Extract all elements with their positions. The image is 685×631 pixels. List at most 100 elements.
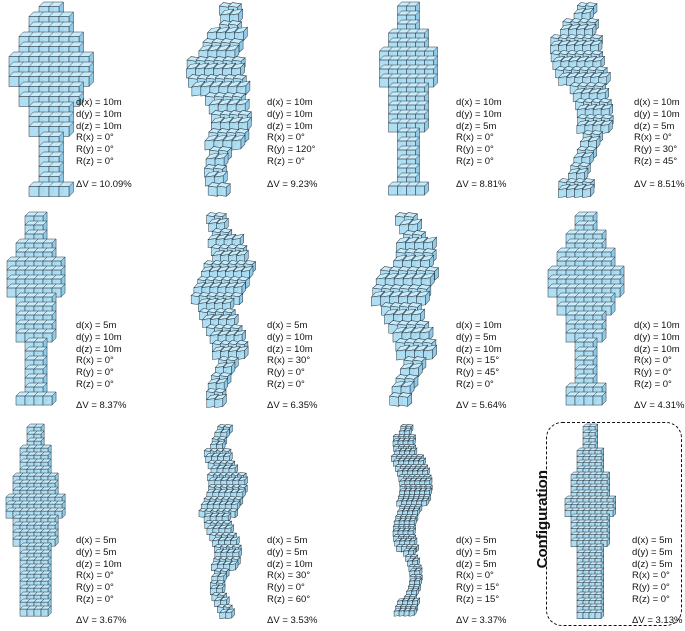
param-dz: d(z) = 10m <box>267 120 313 132</box>
variant-panel-4: d(x) = 10m d(y) = 10m d(z) = 5m R(x) = 0… <box>545 0 685 209</box>
voxel-tower-figure <box>564 423 617 620</box>
volume-delta: ΔV = 10.09% <box>76 179 132 190</box>
voxel-tower-figure <box>198 424 249 619</box>
param-dx: d(x) = 10m <box>634 320 680 331</box>
param-rx: R(x) = 0° <box>456 570 494 582</box>
param-dy: d(y) = 5m <box>632 546 673 558</box>
parameter-list: d(x) = 5m d(y) = 5m d(z) = 5m R(x) = 0° … <box>456 535 499 606</box>
param-ry: R(y) = 45° <box>456 367 500 379</box>
param-ry: R(y) = 0° <box>76 144 114 156</box>
param-rz: R(z) = 15° <box>456 593 500 605</box>
volume-delta: ΔV = 3.13% <box>632 615 683 626</box>
param-dz: d(z) = 10m <box>267 558 313 570</box>
variant-panel-12: d(x) = 5m d(y) = 5m d(z) = 5m R(x) = 0° … <box>555 422 685 631</box>
voxel-tower-figure <box>378 1 439 196</box>
parameter-list: d(x) = 5m d(y) = 5m d(z) = 10m R(x) = 30… <box>267 535 313 606</box>
param-rx: R(x) = 30° <box>267 355 311 367</box>
param-rz: R(z) = 0° <box>634 378 672 390</box>
param-ry: R(y) = 0° <box>76 582 114 594</box>
param-dx: d(x) = 10m <box>456 97 502 108</box>
param-rx: R(x) = 0° <box>456 132 494 144</box>
param-rx: R(x) = 30° <box>267 570 311 582</box>
param-rx: R(x) = 0° <box>267 132 305 144</box>
param-dy: d(y) = 10m <box>267 331 313 343</box>
param-rz: R(z) = 45° <box>634 155 678 167</box>
param-dy: d(y) = 10m <box>76 331 122 343</box>
param-rz: R(z) = 0° <box>267 155 305 167</box>
voxel-tower-figure <box>5 423 66 617</box>
param-dz: d(z) = 5m <box>456 558 497 570</box>
param-ry: R(y) = 30° <box>634 144 678 156</box>
param-dz: d(z) = 10m <box>76 343 122 355</box>
voxel-tower-figure <box>370 212 440 407</box>
variant-panel-6: d(x) = 5m d(y) = 10m d(z) = 10m R(x) = 3… <box>185 210 356 419</box>
variant-panel-3: d(x) = 10m d(y) = 10m d(z) = 5m R(x) = 0… <box>370 0 541 209</box>
parameter-list: d(x) = 10m d(y) = 10m d(z) = 10m R(x) = … <box>267 97 315 168</box>
param-rx: R(x) = 0° <box>634 355 672 367</box>
variant-panel-10: d(x) = 5m d(y) = 5m d(z) = 10m R(x) = 30… <box>185 422 356 631</box>
param-dy: d(y) = 5m <box>456 331 497 343</box>
param-ry: R(y) = 120° <box>267 144 316 156</box>
param-rx: R(x) = 0° <box>76 132 114 144</box>
param-rx: R(x) = 0° <box>632 570 670 582</box>
volume-delta: ΔV = 4.31% <box>634 400 685 411</box>
param-dz: d(z) = 10m <box>76 120 122 132</box>
voxel-tower-figure <box>547 211 625 406</box>
volume-delta: ΔV = 5.64% <box>456 400 507 411</box>
param-dx: d(x) = 5m <box>632 535 673 546</box>
param-rx: R(x) = 0° <box>76 355 114 367</box>
parameter-list: d(x) = 10m d(y) = 10m d(z) = 5m R(x) = 0… <box>634 97 680 168</box>
param-dx: d(x) = 10m <box>76 97 122 108</box>
param-dz: d(z) = 5m <box>456 120 497 132</box>
param-dx: d(x) = 10m <box>267 97 313 108</box>
param-ry: R(y) = 0° <box>267 367 305 379</box>
voxel-tower-figure <box>8 1 95 198</box>
param-dx: d(x) = 5m <box>456 535 497 546</box>
variant-panel-5: d(x) = 5m d(y) = 10m d(z) = 10m R(x) = 0… <box>0 210 171 419</box>
param-dy: d(y) = 10m <box>634 108 680 120</box>
param-dz: d(z) = 10m <box>634 343 680 355</box>
param-ry: R(y) = 0° <box>632 582 670 594</box>
parameter-list: d(x) = 10m d(y) = 5m d(z) = 10m R(x) = 1… <box>456 320 502 391</box>
configuration-label: Configuration <box>534 470 551 569</box>
param-ry: R(y) = 0° <box>76 367 114 379</box>
param-rz: R(z) = 0° <box>76 378 114 390</box>
param-dx: d(x) = 5m <box>76 320 117 331</box>
volume-delta: ΔV = 8.37% <box>76 400 127 411</box>
variant-panel-9: d(x) = 5m d(y) = 5m d(z) = 10m R(x) = 0°… <box>0 422 171 631</box>
variant-panel-2: d(x) = 10m d(y) = 10m d(z) = 10m R(x) = … <box>185 0 356 209</box>
param-dx: d(x) = 5m <box>267 535 308 546</box>
variant-panel-1: d(x) = 10m d(y) = 10m d(z) = 10m R(x) = … <box>0 0 171 209</box>
variant-panel-11: d(x) = 5m d(y) = 5m d(z) = 5m R(x) = 0° … <box>370 422 541 631</box>
volume-delta: ΔV = 8.81% <box>456 179 507 190</box>
param-dy: d(y) = 10m <box>267 108 313 120</box>
voxel-tower-figure <box>185 2 252 197</box>
param-ry: R(y) = 0° <box>634 367 672 379</box>
param-rz: R(z) = 0° <box>456 378 494 390</box>
parameter-list: d(x) = 5m d(y) = 5m d(z) = 10m R(x) = 0°… <box>76 535 122 606</box>
volume-delta: ΔV = 9.23% <box>267 179 318 190</box>
param-dy: d(y) = 5m <box>267 546 308 558</box>
voxel-tower-figure <box>190 212 257 408</box>
param-dy: d(y) = 5m <box>76 546 117 558</box>
param-rx: R(x) = 15° <box>456 355 500 367</box>
param-rx: R(x) = 0° <box>76 570 114 582</box>
param-dz: d(z) = 10m <box>267 343 313 355</box>
param-rz: R(z) = 60° <box>267 593 311 605</box>
volume-delta: ΔV = 3.67% <box>76 615 127 626</box>
param-dy: d(y) = 10m <box>76 108 122 120</box>
param-dz: d(z) = 5m <box>634 120 675 132</box>
voxel-tower-figure <box>549 2 614 198</box>
voxel-tower-figure <box>6 211 66 406</box>
param-dx: d(x) = 10m <box>634 97 680 108</box>
param-ry: R(y) = 0° <box>456 144 494 156</box>
param-dz: d(z) = 10m <box>76 558 122 570</box>
parameter-list: d(x) = 5m d(y) = 10m d(z) = 10m R(x) = 3… <box>267 320 313 391</box>
voxel-tower-figure <box>390 424 433 617</box>
param-dy: d(y) = 5m <box>456 546 497 558</box>
param-dx: d(x) = 5m <box>267 320 308 331</box>
parameter-list: d(x) = 10m d(y) = 10m d(z) = 5m R(x) = 0… <box>456 97 502 168</box>
param-rz: R(z) = 0° <box>76 155 114 167</box>
param-rz: R(z) = 0° <box>267 378 305 390</box>
